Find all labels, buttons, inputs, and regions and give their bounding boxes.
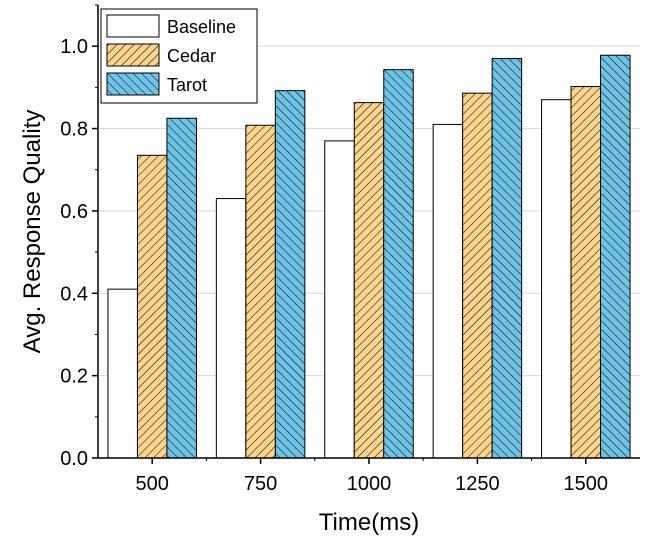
tick-labels: 0.0 0.2 0.4 0.6 0.8 1.0 500 750 1000 1250 1500	[60, 36, 608, 495]
legend: Baseline Cedar Tarot	[100, 8, 258, 104]
bars	[107, 54, 631, 459]
x-tick-label: 1000	[347, 473, 392, 495]
bar-tarot	[491, 58, 523, 459]
bar-baseline-fill	[324, 140, 355, 458]
y-tick-label: 0.0	[60, 448, 88, 470]
bar-baseline-fill	[433, 124, 463, 458]
bar-cedar	[136, 154, 168, 459]
y-tick-label: 0.8	[60, 119, 88, 141]
bar-cedar	[462, 92, 493, 459]
y-axis-title: Avg. Response Quality	[19, 110, 46, 354]
bar-tarot	[600, 54, 631, 459]
legend-swatch-fill	[107, 15, 159, 37]
legend-label: Baseline	[167, 17, 236, 37]
bar-baseline-fill	[541, 99, 572, 458]
y-tick-label: 1.0	[60, 36, 88, 58]
legend-swatch-baseline	[106, 14, 160, 38]
bar-cedar	[353, 102, 385, 459]
y-tick-label: 0.4	[60, 283, 88, 305]
x-axis-title: Time(ms)	[319, 509, 419, 536]
axes	[92, 4, 640, 464]
x-tick-label: 1250	[455, 473, 500, 495]
bar-tarot	[166, 117, 197, 459]
legend-label: Tarot	[167, 75, 207, 95]
bar-baseline-fill	[216, 198, 246, 458]
x-tick-label: 750	[244, 473, 277, 495]
legend-swatch-cedar	[106, 43, 160, 67]
legend-label: Cedar	[167, 46, 216, 66]
bar-tarot	[274, 90, 306, 459]
bar-cedar	[570, 86, 602, 459]
x-tick-label: 500	[136, 473, 169, 495]
bar-baseline-fill	[107, 289, 138, 458]
legend-swatch-tarot	[106, 72, 160, 96]
x-tick-label: 1500	[564, 473, 609, 495]
bar-tarot	[383, 69, 414, 459]
y-tick-label: 0.2	[60, 366, 88, 388]
bar-cedar	[245, 124, 276, 459]
y-tick-label: 0.6	[60, 201, 88, 223]
